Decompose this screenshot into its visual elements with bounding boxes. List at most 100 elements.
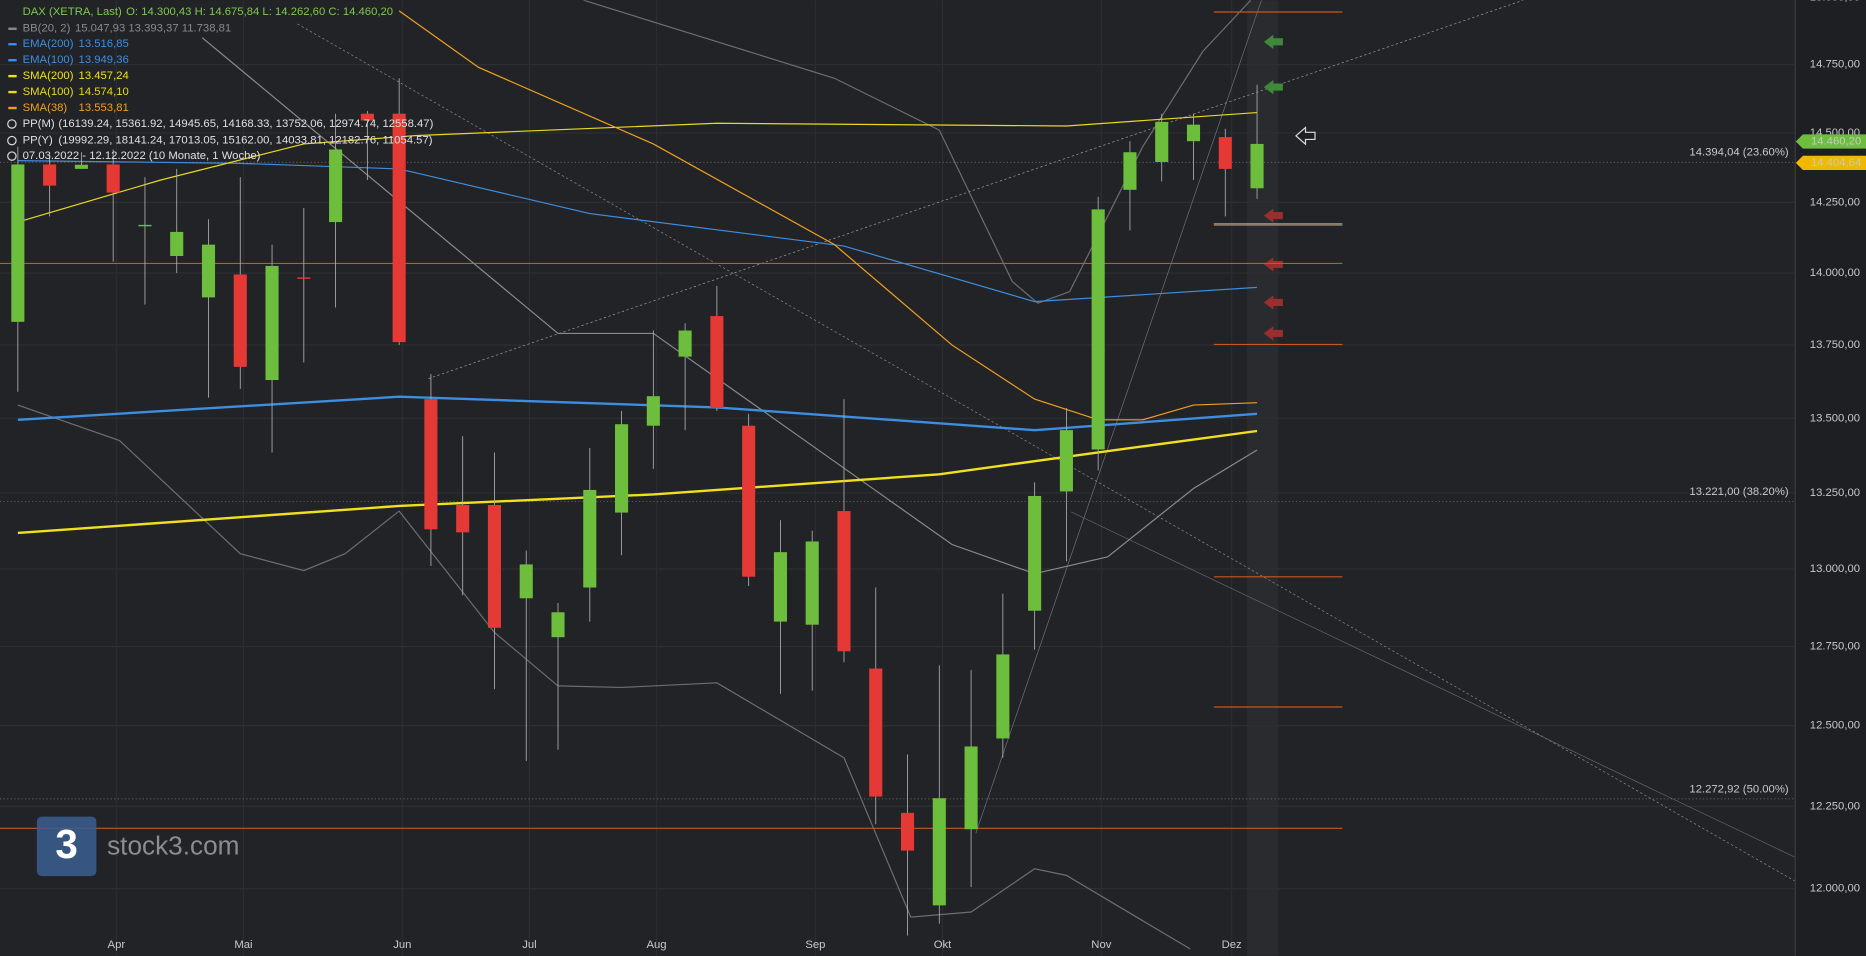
ohlc-label: O: 14.300,43 H: 14.675,84 L: 14.262,60 C…: [126, 6, 393, 18]
candle-body: [233, 274, 247, 367]
y-tick-label: 13.500,00: [1810, 412, 1860, 424]
y-tick-label: 13.750,00: [1810, 339, 1860, 351]
candle-body: [964, 746, 978, 830]
indicator-line: [17, 429, 1258, 535]
candle-body: [1155, 121, 1169, 162]
candle-body: [1059, 430, 1073, 492]
candle-body: [106, 164, 120, 193]
overlay: [0, 0, 1795, 950]
candle-body: [1091, 209, 1105, 450]
x-tick-label: Mai: [234, 939, 252, 951]
icon: [7, 151, 17, 161]
date-range: 07.03.2022 - 12.12.2022 (10 Monate, 1 Wo…: [23, 150, 261, 162]
y-tick-label: 14.750,00: [1810, 59, 1860, 71]
grid: [0, 0, 1795, 956]
x-tick-label: Aug: [646, 939, 666, 951]
legend-name: SMA(100): [23, 86, 74, 98]
candle-body: [710, 316, 724, 408]
candle-body: [43, 164, 57, 186]
axis: 15.000,00 14.750,00 14.500,00 14.250,00 14.0…: [108, 0, 1866, 951]
legend-name: SMA(38): [23, 102, 68, 114]
y-tick-label: 12.750,00: [1810, 641, 1860, 653]
trend-line: [975, 0, 1262, 834]
x-tick-label: Nov: [1091, 939, 1111, 951]
y-tick-label: 12.500,00: [1810, 720, 1860, 732]
logo: [36, 816, 97, 877]
trend-line: [1070, 511, 1795, 858]
logo-digit: 3: [55, 821, 78, 867]
candle-body: [74, 164, 88, 169]
candle-body: [900, 812, 915, 851]
fib-label: 13.221,00 (38.20%): [1689, 486, 1788, 498]
candle-body: [646, 396, 660, 426]
bollinger-line: [17, 404, 1191, 950]
arrow-red: [1263, 326, 1283, 341]
legend-value: 14.574,10: [79, 86, 129, 98]
icon: [7, 119, 17, 129]
candle-body: [11, 164, 25, 322]
y-tick-label: 14.500,00: [1810, 127, 1860, 139]
y-tick-label: 15.000,00: [1810, 0, 1860, 4]
candle-body: [170, 231, 184, 256]
indicator-line: [398, 10, 1258, 421]
price-tag-label: 14.404,64: [1811, 157, 1861, 169]
bollinger-line: [201, 37, 1258, 575]
x-tick-label: Sep: [805, 939, 825, 951]
candle-body: [742, 425, 756, 577]
y-tick-label: 12.000,00: [1810, 883, 1860, 895]
trend-lines: [297, 0, 1795, 882]
candle-body: [615, 424, 629, 513]
y-tick-label: 13.250,00: [1810, 487, 1860, 499]
candle-body: [329, 149, 343, 223]
instrument-name: DAX (XETRA, Last): [23, 6, 122, 18]
indicator-line: [17, 111, 1258, 223]
candle-body: [1123, 152, 1137, 190]
x-tick-label: Dez: [1222, 939, 1242, 951]
y-tick-label: 12.250,00: [1810, 800, 1860, 812]
candle-body: [392, 113, 406, 343]
y-tick-label: 14.000,00: [1810, 267, 1860, 279]
candle-body: [583, 489, 597, 588]
arrow-red: [1263, 257, 1283, 272]
trend-line: [297, 23, 1795, 882]
legend: DAX (XETRA, Last) O: 14.300,43 H: 14.675…: [7, 6, 434, 162]
candle-body: [932, 798, 946, 906]
candle-body: [773, 552, 787, 622]
candle-body: [1218, 137, 1232, 169]
arrow-red: [1263, 208, 1283, 223]
candle-body: [201, 244, 216, 298]
ppm-name: PP(M): [23, 118, 55, 130]
legend-value: 13.516,85: [79, 38, 129, 50]
icon: [7, 135, 17, 146]
candle-body: [551, 612, 565, 638]
brand-name: stock3.com: [107, 830, 239, 860]
candles: [11, 78, 1264, 936]
fib-label: 12.272,92 (50.00%): [1689, 783, 1788, 795]
legend-name: SMA(200): [23, 70, 74, 82]
candle-body: [424, 399, 438, 530]
bb-name: BB(20, 2): [23, 23, 71, 35]
candle-body: [837, 511, 851, 652]
candle-body: [519, 564, 533, 599]
bollinger-line: [583, 0, 1252, 304]
legend-name: EMA(200): [23, 38, 74, 50]
arrow-red: [1263, 295, 1283, 310]
legend-value: 13.457,24: [79, 70, 129, 82]
candle-body: [138, 224, 152, 227]
brand: 3 stock3.com: [36, 816, 239, 877]
legend-value: 13.553,81: [79, 102, 129, 114]
legend-value: 13.949,36: [79, 54, 129, 66]
ppy-name: PP(Y): [23, 135, 53, 147]
x-tick-label: Okt: [934, 939, 952, 951]
legend-name: EMA(100): [23, 54, 74, 66]
cursor-arrow: [1295, 126, 1316, 146]
indicator-line: [17, 160, 1258, 303]
candle-body: [487, 505, 502, 628]
x-tick-label: Jul: [522, 939, 536, 951]
candle-body: [360, 113, 374, 121]
ppm-label: (16139.24, 15361.92, 14945.65, 14168.33,…: [58, 118, 433, 130]
x-tick-label: Apr: [108, 939, 126, 951]
arrow-up-green: [1263, 79, 1283, 95]
